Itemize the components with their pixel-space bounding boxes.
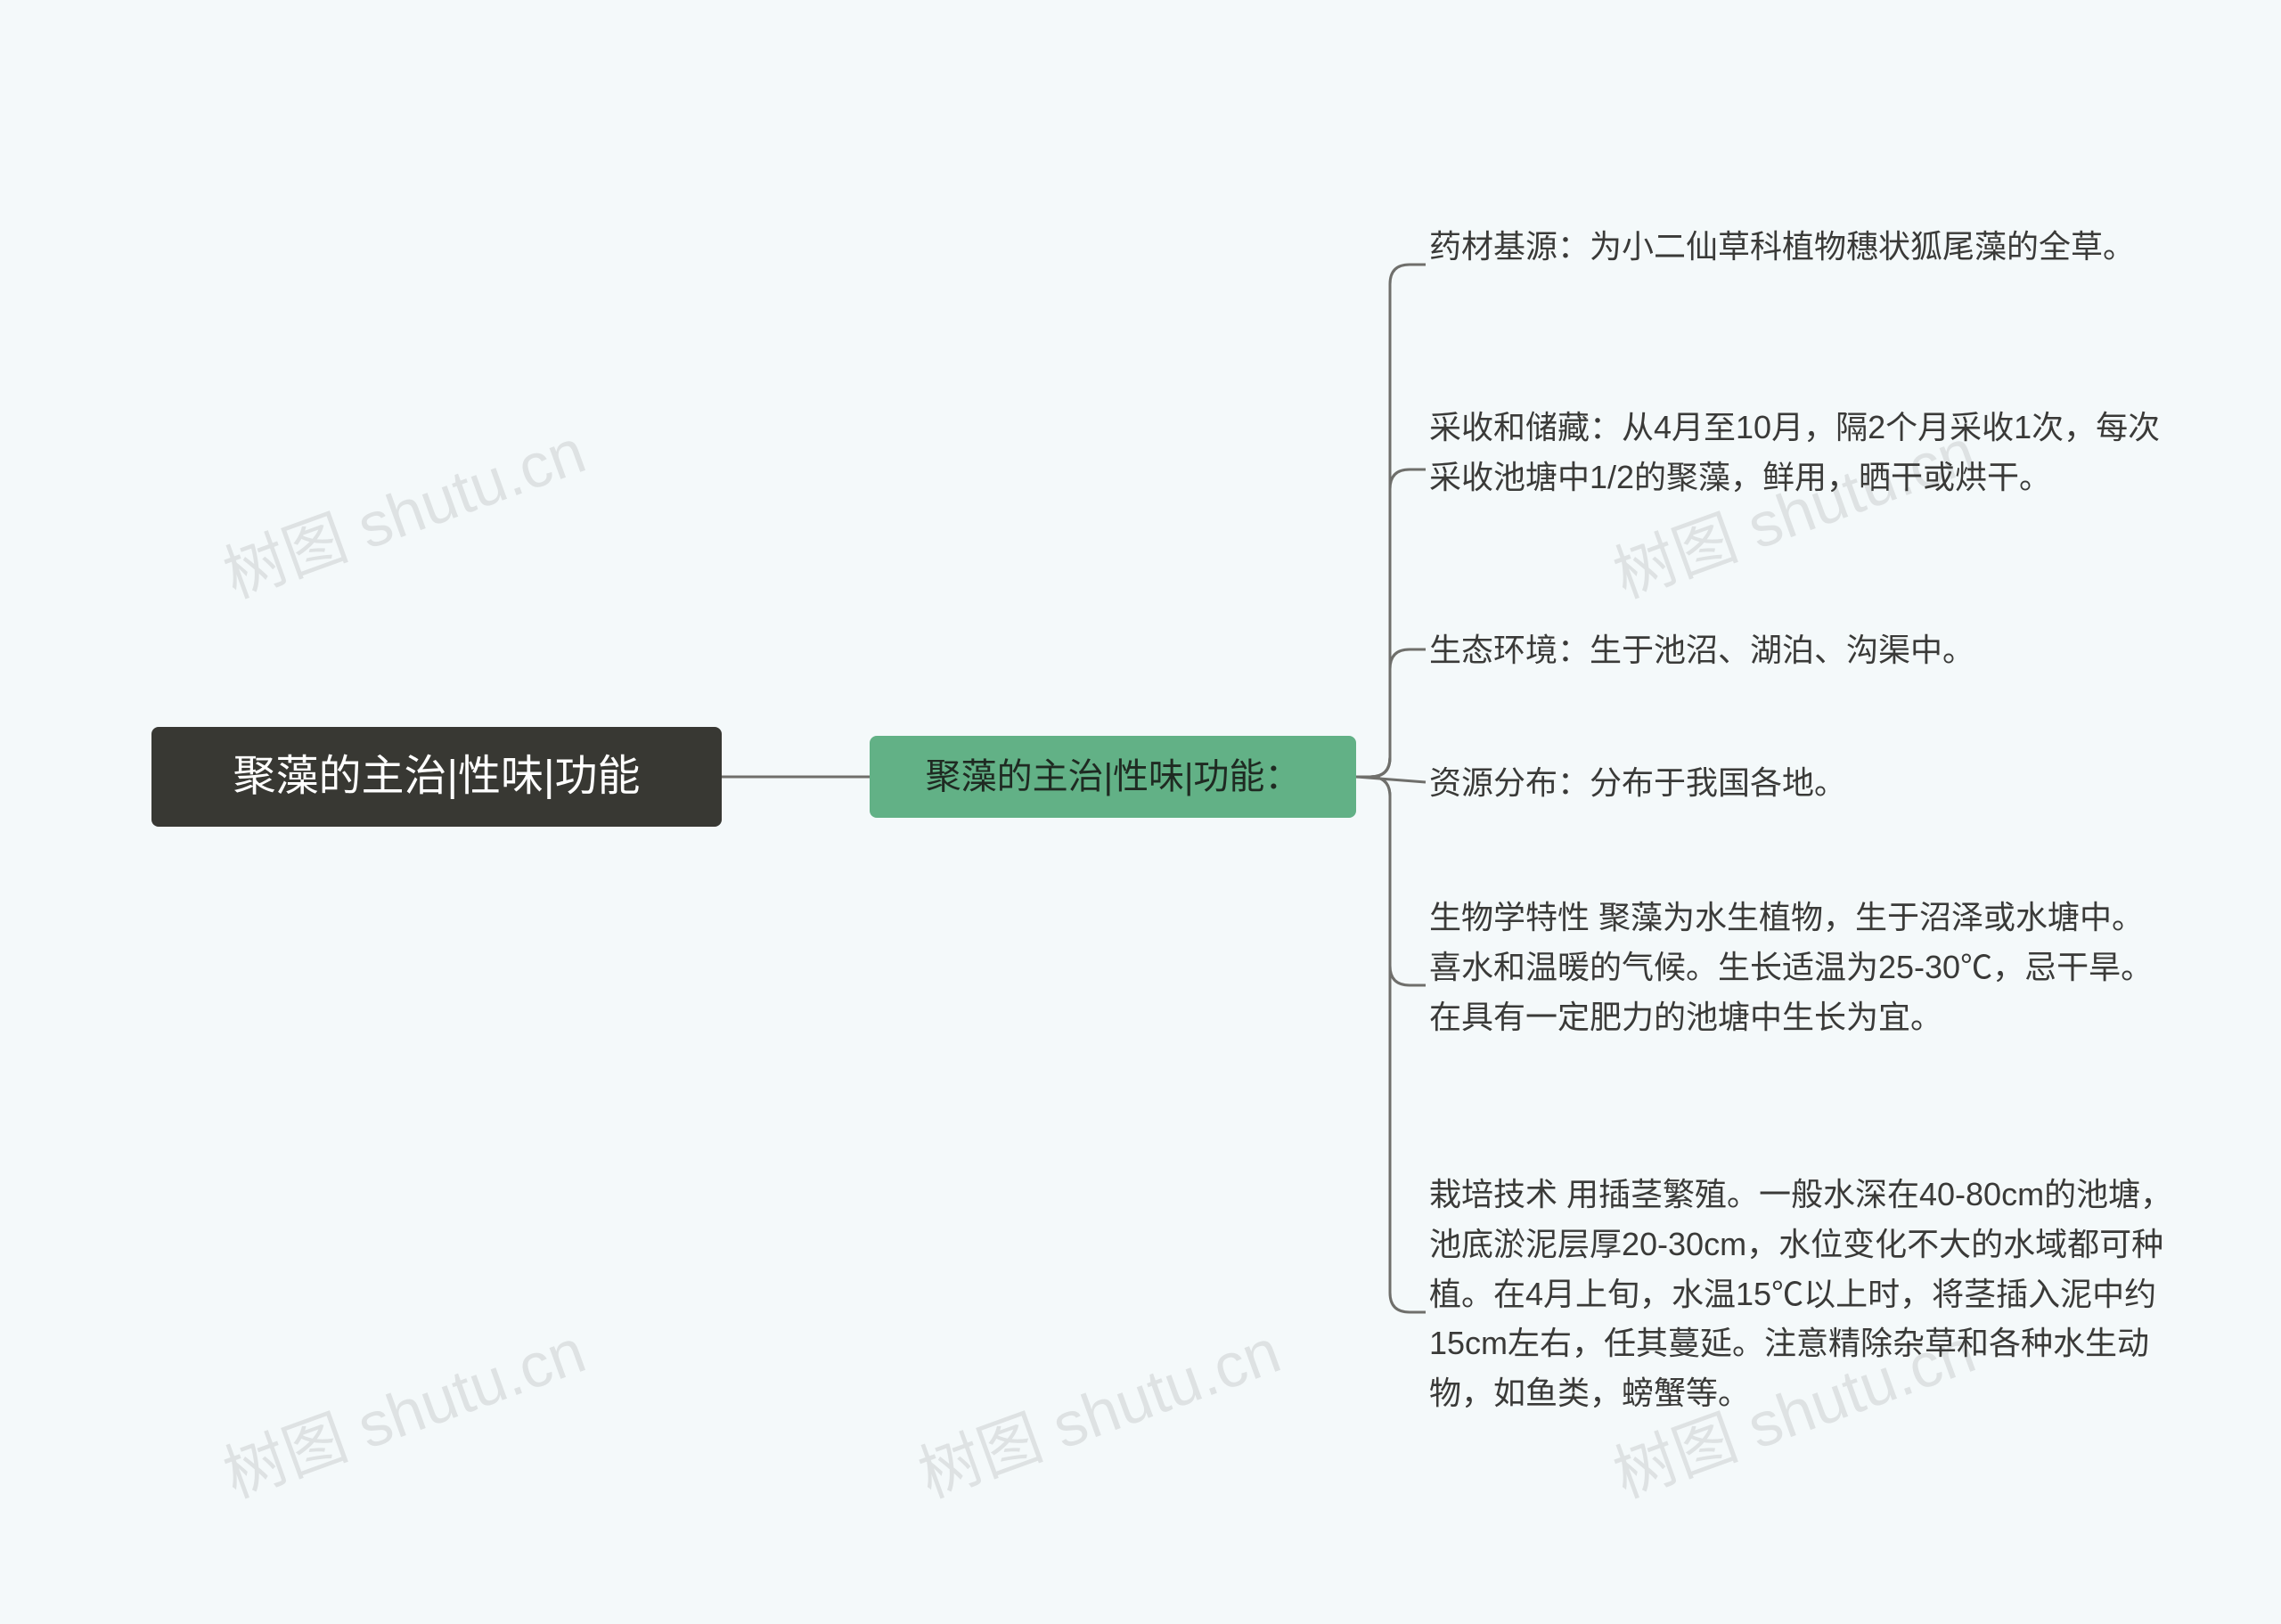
leaf-text: 资源分布：分布于我国各地。	[1429, 758, 1928, 808]
root-node[interactable]: 聚藻的主治|性味|功能	[151, 727, 722, 827]
branch-node[interactable]: 聚藻的主治|性味|功能：	[870, 736, 1356, 818]
leaf-text: 采收和储藏：从4月至10月，隔2个月采收1次，每次采收池塘中1/2的聚藻，鲜用，…	[1429, 403, 2174, 502]
leaf-text: 生物学特性 聚藻为水生植物，生于沼泽或水塘中。喜水和温暖的气候。生长适温为25-…	[1429, 893, 2167, 1041]
leaf-node[interactable]: 生物学特性 聚藻为水生植物，生于沼泽或水塘中。喜水和温暖的气候。生长适温为25-…	[1429, 893, 2167, 1078]
leaf-node[interactable]: 采收和储藏：从4月至10月，隔2个月采收1次，每次采收池塘中1/2的聚藻，鲜用，…	[1429, 403, 2174, 536]
branch-label: 聚藻的主治|性味|功能：	[926, 749, 1301, 804]
watermark: 树图 shutu.cn	[209, 1302, 595, 1515]
leaf-node[interactable]: 资源分布：分布于我国各地。	[1429, 758, 1928, 808]
watermark: 树图 shutu.cn	[904, 1302, 1290, 1515]
leaf-text: 栽培技术 用插茎繁殖。一般水深在40-80cm的池塘，池底淤泥层厚20-30cm…	[1429, 1170, 2176, 1418]
watermark: 树图 shutu.cn	[209, 402, 595, 616]
leaf-text: 生态环境：生于池沼、湖泊、沟渠中。	[1429, 625, 2071, 675]
root-label: 聚藻的主治|性味|功能	[233, 744, 641, 810]
leaf-text: 药材基源：为小二仙草科植物穗状狐尾藻的全草。	[1429, 222, 2160, 272]
leaf-node[interactable]: 栽培技术 用插茎繁殖。一般水深在40-80cm的池塘，池底淤泥层厚20-30cm…	[1429, 1170, 2176, 1455]
leaf-node[interactable]: 生态环境：生于池沼、湖泊、沟渠中。	[1429, 625, 2071, 675]
leaf-node[interactable]: 药材基源：为小二仙草科植物穗状狐尾藻的全草。	[1429, 222, 2160, 307]
mindmap-canvas: 树图 shutu.cn树图 shutu.cn树图 shutu.cn树图 shut…	[0, 0, 2281, 1624]
